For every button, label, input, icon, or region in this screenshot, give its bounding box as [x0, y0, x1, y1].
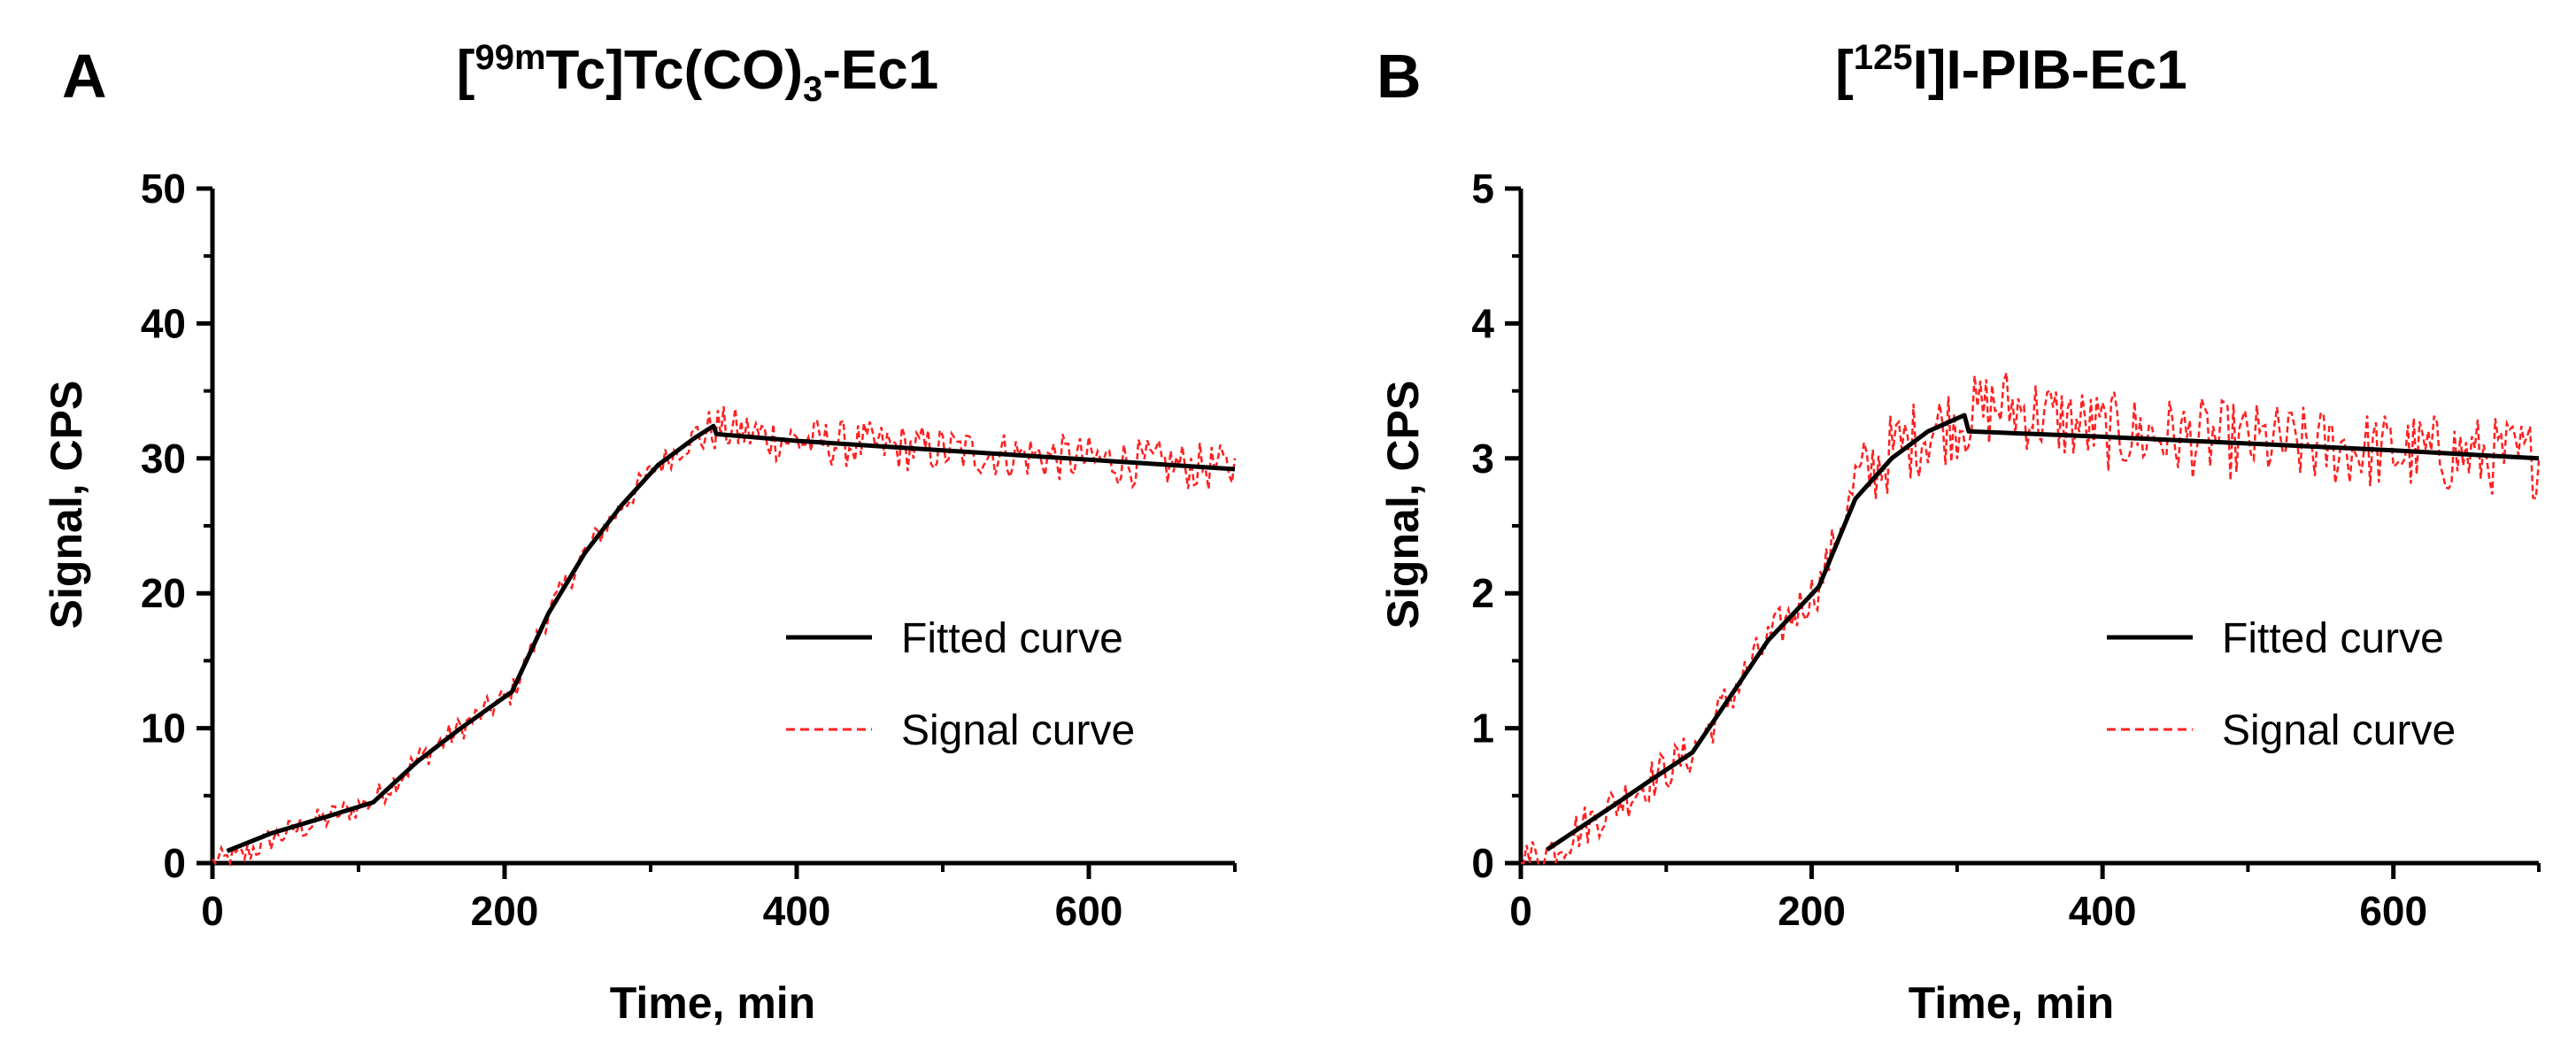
- panel-letter-a: A: [62, 42, 107, 111]
- x-tick-label-b: 600: [2359, 888, 2427, 934]
- x-tick-label-b: 400: [2069, 888, 2137, 934]
- x-tick-label-a: 600: [1055, 888, 1123, 934]
- y-tick-label-b: 5: [1471, 166, 1494, 212]
- x-tick-label-b: 0: [1509, 888, 1532, 934]
- chart-panel-b: B [125I]I-PIB-Ec1 0 1 2 3 4 5 0 200 400 600 Time,…: [1377, 38, 2541, 1028]
- y-tick-label-b: 1: [1471, 706, 1494, 752]
- x-axis-label-a: Time, min: [610, 978, 815, 1028]
- series-fitted-curve-b: [1546, 413, 2540, 852]
- y-tick-label-a: 50: [141, 166, 186, 212]
- y-tick-label-a: 20: [141, 570, 186, 616]
- y-axis-label-a: Signal, CPS: [42, 381, 91, 629]
- x-tick-label-a: 200: [471, 888, 539, 934]
- legend-a: Fitted curve Signal curve: [786, 615, 1135, 754]
- series-fitted-curve-a: [226, 423, 1236, 853]
- panel-letter-b: B: [1377, 42, 1422, 111]
- y-tick-label-b: 2: [1471, 570, 1494, 616]
- chart-title-b: [125I]I-PIB-Ec1: [1835, 38, 2187, 101]
- legend-label-fitted-b: Fitted curve: [2222, 615, 2444, 662]
- x-axis-label-b: Time, min: [1909, 978, 2114, 1028]
- y-tick-label-a: 0: [163, 840, 186, 886]
- series-signal-curve-a: [211, 405, 1237, 868]
- legend-label-signal-a: Signal curve: [901, 707, 1135, 754]
- chart-panel-a: A [99mTc]Tc(CO)3-Ec1 0 10 20 30 40 50 0 200 400 6…: [42, 38, 1237, 1028]
- legend-b: Fitted curve Signal curve: [2107, 615, 2456, 754]
- y-tick-label-b: 0: [1471, 840, 1494, 886]
- x-tick-label-b: 200: [1778, 888, 1846, 934]
- y-tick-label-a: 40: [141, 300, 186, 346]
- x-tick-label-a: 400: [763, 888, 831, 934]
- plot-area-a: 0 10 20 30 40 50 0 200 400 600: [141, 166, 1237, 934]
- y-axis-label-b: Signal, CPS: [1378, 381, 1428, 629]
- y-tick-label-a: 10: [141, 706, 186, 752]
- x-tick-label-a: 0: [201, 888, 224, 934]
- series-signal-curve-b: [1521, 372, 2541, 865]
- y-tick-label-a: 30: [141, 436, 186, 482]
- y-tick-label-b: 3: [1471, 436, 1494, 482]
- chart-title-a: [99mTc]Tc(CO)3-Ec1: [457, 38, 938, 109]
- legend-label-signal-b: Signal curve: [2222, 707, 2456, 754]
- plot-area-b: 0 1 2 3 4 5 0 200 400 600: [1471, 166, 2541, 934]
- y-tick-label-b: 4: [1471, 300, 1494, 346]
- legend-label-fitted-a: Fitted curve: [901, 615, 1123, 662]
